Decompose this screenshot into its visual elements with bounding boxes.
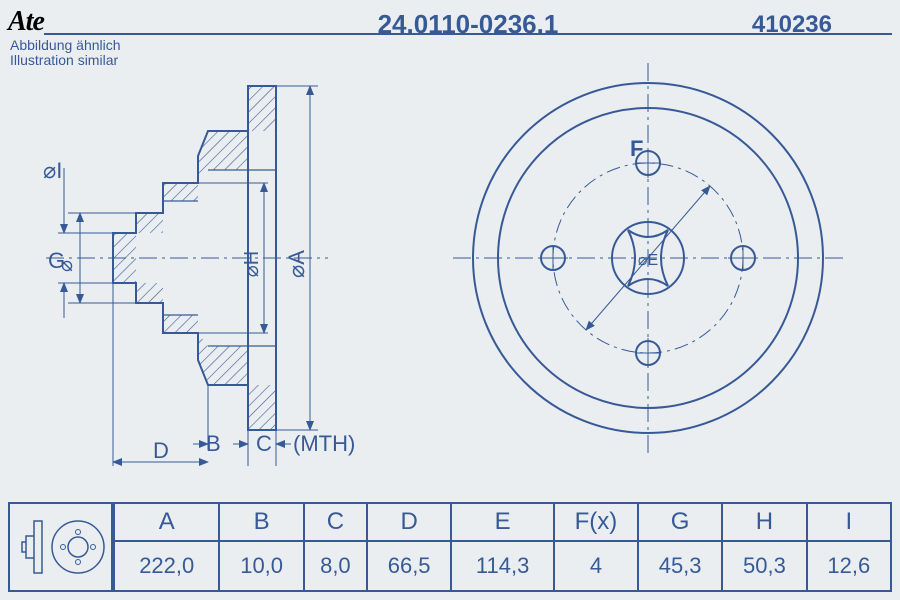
col-I: I <box>807 503 891 541</box>
technical-drawing: ⌀A ⌀H G ⌀ ⌀I <box>8 58 892 478</box>
header-line: 24.0110-0236.1 410236 <box>44 9 892 35</box>
table-header-row: A B C D E F(x) G H I <box>114 503 891 541</box>
col-E: E <box>451 503 554 541</box>
subtitle-de: Abbildung ähnlich <box>10 38 121 53</box>
alt-number: 410236 <box>752 11 832 39</box>
dimension-table-container: A B C D E F(x) G H I 222,0 10,0 8,0 66,5… <box>8 502 892 592</box>
drawing-area: ⌀A ⌀H G ⌀ ⌀I <box>8 58 892 478</box>
label-A: ⌀A <box>284 250 309 278</box>
col-D: D <box>367 503 451 541</box>
brand-logo: Ate <box>8 6 44 38</box>
val-H: 50,3 <box>722 541 806 591</box>
label-E: ⌀E <box>638 252 658 269</box>
col-F: F(x) <box>554 503 638 541</box>
label-MTH: (MTH) <box>293 431 355 456</box>
val-D: 66,5 <box>367 541 451 591</box>
dimension-table: A B C D E F(x) G H I 222,0 10,0 8,0 66,5… <box>113 502 892 592</box>
header: Ate 24.0110-0236.1 410236 <box>8 4 892 40</box>
val-I: 12,6 <box>807 541 891 591</box>
label-I: ⌀I <box>43 158 62 183</box>
col-H: H <box>722 503 806 541</box>
val-E: 114,3 <box>451 541 554 591</box>
val-A: 222,0 <box>114 541 219 591</box>
val-C: 8,0 <box>304 541 367 591</box>
label-F: F <box>630 136 643 161</box>
label-H: ⌀H <box>241 251 263 277</box>
col-G: G <box>638 503 722 541</box>
table-value-row: 222,0 10,0 8,0 66,5 114,3 4 45,3 50,3 12… <box>114 541 891 591</box>
col-C: C <box>304 503 367 541</box>
val-F: 4 <box>554 541 638 591</box>
label-D: D <box>153 438 169 463</box>
side-view: ⌀A ⌀H G ⌀ ⌀I <box>43 86 355 466</box>
label-G-dia: ⌀ <box>55 260 77 272</box>
label-B: B <box>206 431 221 456</box>
val-G: 45,3 <box>638 541 722 591</box>
val-B: 10,0 <box>219 541 303 591</box>
col-A: A <box>114 503 219 541</box>
col-B: B <box>219 503 303 541</box>
disc-icon <box>8 502 113 592</box>
part-number: 24.0110-0236.1 <box>378 9 559 40</box>
front-view: F ⌀E <box>453 63 843 453</box>
label-C: C <box>256 431 272 456</box>
